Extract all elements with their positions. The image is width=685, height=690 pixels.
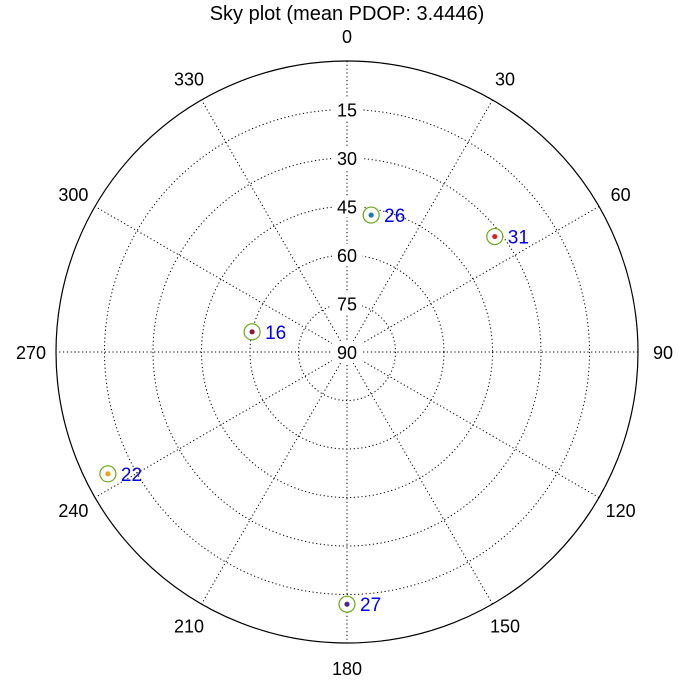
elevation-tick-label: 45 — [337, 198, 357, 218]
satellite-marker: 26 — [362, 206, 405, 227]
satellite-prn-label: 22 — [121, 465, 142, 486]
satellite-dot — [492, 233, 498, 240]
azimuth-tick-label: 90 — [653, 343, 673, 363]
elevation-tick-label: 30 — [337, 149, 357, 169]
satellite-prn-label: 27 — [360, 595, 381, 616]
azimuth-tick-label: 270 — [16, 343, 46, 363]
satellite-prn-label: 26 — [384, 206, 405, 227]
azimuth-tick-label: 210 — [174, 617, 204, 637]
satellite-dot — [344, 601, 350, 607]
azimuth-tick-label: 300 — [58, 185, 88, 205]
elevation-label-bg — [332, 244, 362, 266]
satellite-marker: 31 — [486, 228, 529, 249]
elevation-ring — [152, 157, 542, 547]
azimuth-tick-label: 180 — [332, 659, 362, 679]
satellite-marker: 16 — [243, 323, 286, 344]
satellite-prn-label: 16 — [265, 323, 286, 344]
azimuth-tick-label: 240 — [58, 501, 88, 521]
tick-labels: 0 30 60 90 120 150 180 210 240 270 300 330 15 30 45 60 7… — [16, 27, 673, 679]
satellite-markers: 26 31 16 22 27 — [99, 206, 529, 616]
elevation-label-bg — [332, 341, 362, 363]
satellite-marker: 27 — [338, 595, 381, 616]
elevation-label-bg — [332, 147, 362, 169]
elevation-tick-label: 60 — [337, 246, 357, 266]
elevation-label-bg — [332, 292, 362, 315]
chart-title: Sky plot (mean PDOP: 3.4446) — [210, 3, 485, 25]
elevation-label-bg — [332, 195, 362, 218]
azimuth-tick-label: 120 — [606, 501, 636, 521]
satellite-marker: 22 — [99, 465, 142, 486]
satellite-prn-label: 31 — [508, 228, 529, 249]
satellite-dot — [105, 471, 111, 477]
elevation-ring — [104, 109, 590, 595]
azimuth-tick-label: 330 — [174, 69, 204, 89]
elevation-label-bg — [332, 98, 362, 121]
satellite-dot — [368, 212, 374, 218]
azimuth-tick-label: 60 — [611, 185, 631, 205]
azimuth-tick-label: 0 — [342, 27, 352, 47]
elevation-tick-label: 90 — [337, 343, 357, 363]
azimuth-tick-label: 150 — [490, 617, 520, 637]
elevation-tick-label: 75 — [337, 295, 357, 315]
satellite-dot — [249, 329, 255, 335]
elevation-tick-label: 15 — [337, 101, 357, 121]
azimuth-tick-label: 30 — [495, 69, 515, 89]
